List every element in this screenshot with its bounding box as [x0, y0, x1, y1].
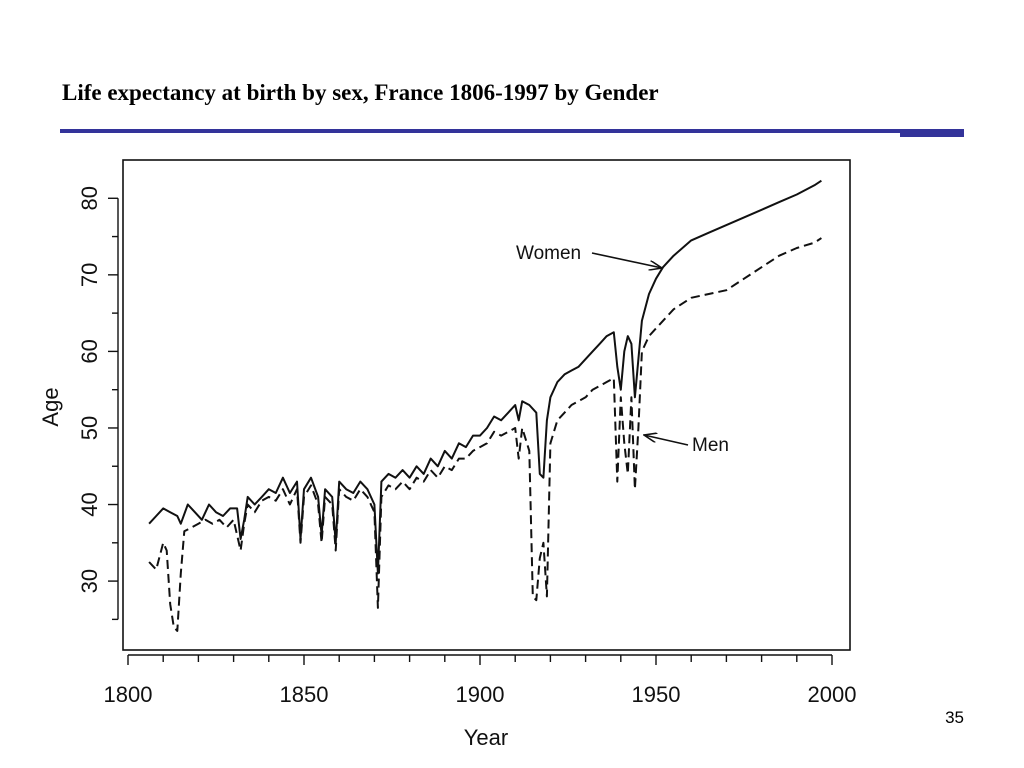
x-tick-label: 1850	[280, 682, 329, 707]
y-tick-label: 80	[77, 186, 102, 210]
annotation-layer: Women Men	[516, 243, 729, 456]
series-line-men	[148, 237, 822, 632]
y-axis-title: Age	[38, 387, 63, 426]
x-axis-title: Year	[464, 725, 508, 750]
plot-frame	[122, 159, 851, 651]
page-number: 35	[945, 708, 964, 727]
slide-title: Life expectancy at birth by sex, France …	[62, 80, 659, 105]
series-line-women	[148, 179, 822, 575]
y-tick-label: 40	[77, 492, 102, 516]
x-tick-label: 1950	[632, 682, 681, 707]
y-tick-label: 30	[77, 569, 102, 593]
title-underline	[60, 129, 900, 133]
annotation-women: Women	[516, 243, 581, 264]
y-tick-label: 50	[77, 416, 102, 440]
y-tick-label: 60	[77, 339, 102, 363]
axes: 1800 1850 1900 1950 2000 30 40 50 60 70 80 Year Age	[38, 186, 856, 750]
series-layer	[148, 179, 822, 632]
annotation-men: Men	[692, 435, 729, 456]
x-tick-label: 2000	[808, 682, 857, 707]
x-tick-label: 1900	[456, 682, 505, 707]
annotation-arrow-men	[644, 435, 689, 446]
title-underline-accent	[900, 129, 964, 137]
x-tick-label: 1800	[104, 682, 153, 707]
y-tick-label: 70	[77, 263, 102, 287]
annotation-arrow-women	[591, 252, 662, 268]
